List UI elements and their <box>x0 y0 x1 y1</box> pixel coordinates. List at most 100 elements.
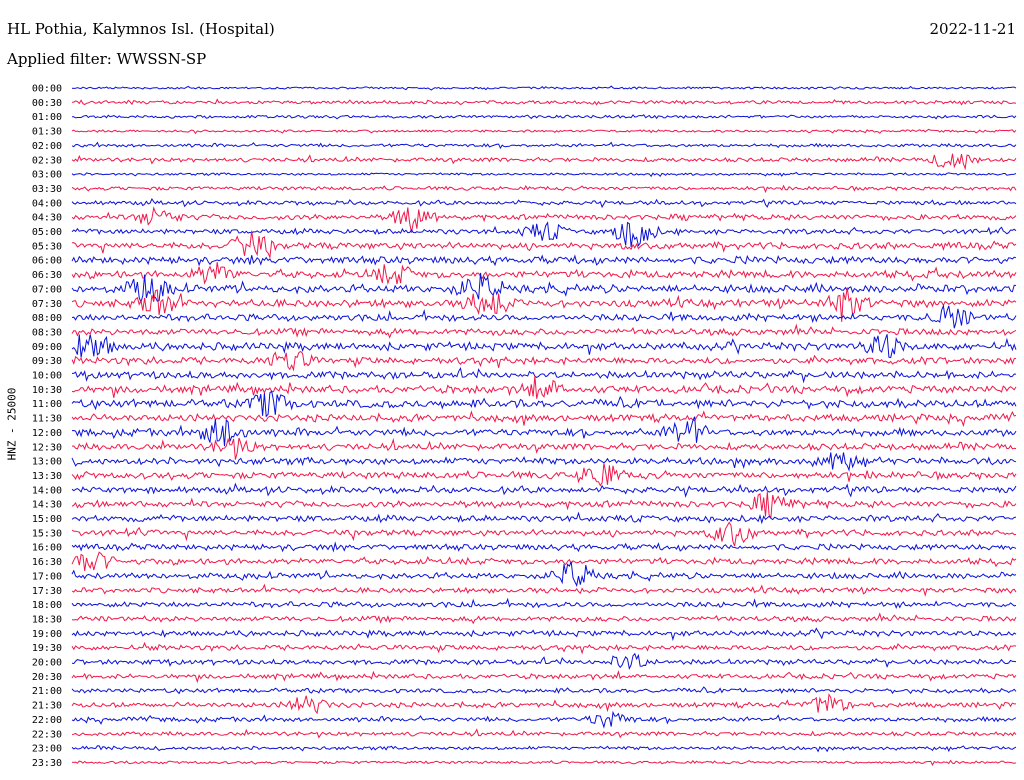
trace-row-2130 <box>71 693 1016 715</box>
trace-row-0930 <box>71 350 1017 372</box>
time-label: 19:30 <box>32 643 62 654</box>
trace-row-2000 <box>71 652 1017 671</box>
trace-row-1230 <box>71 437 1017 460</box>
time-label: 01:00 <box>32 112 62 123</box>
trace-row-0500 <box>71 221 1017 247</box>
time-label: 10:00 <box>32 371 62 382</box>
time-label: 00:30 <box>32 98 62 109</box>
time-label: 03:00 <box>32 170 62 181</box>
time-label: 09:00 <box>32 342 62 353</box>
time-label: 17:00 <box>32 571 62 582</box>
trace-row-1530 <box>71 521 1017 547</box>
time-label: 21:30 <box>32 701 62 712</box>
trace-row-0430 <box>71 206 1017 233</box>
time-label: 05:30 <box>32 241 62 252</box>
time-label: 02:00 <box>32 141 62 152</box>
time-label: 16:00 <box>32 543 62 554</box>
time-label: 13:30 <box>32 471 62 482</box>
time-label: 08:00 <box>32 313 62 324</box>
time-label: 12:30 <box>32 442 62 453</box>
station-title: HL Pothia, Kalymnos Isl. (Hospital) <box>7 20 275 38</box>
trace-row-2100 <box>71 686 1017 695</box>
time-label: 22:00 <box>32 715 62 726</box>
time-label: 20:30 <box>32 672 62 683</box>
time-label: 17:30 <box>32 586 62 597</box>
time-label: 23:00 <box>32 744 62 755</box>
trace-row-0300 <box>71 171 1017 178</box>
trace-row-1400 <box>71 482 1017 498</box>
trace-row-1930 <box>71 641 1017 655</box>
trace-row-1600 <box>71 541 1017 553</box>
time-label: 15:30 <box>32 528 62 539</box>
trace-row-2200 <box>71 710 1017 729</box>
time-label: 11:30 <box>32 414 62 425</box>
time-label: 11:00 <box>32 399 62 410</box>
trace-row-1700 <box>71 561 1017 588</box>
trace-row-2030 <box>71 670 1017 684</box>
trace-row-0730 <box>71 287 1017 322</box>
trace-row-0230 <box>71 153 1017 171</box>
trace-row-0900 <box>71 334 1017 359</box>
time-label: 04:00 <box>32 198 62 209</box>
time-label: 18:00 <box>32 600 62 611</box>
trace-row-1200 <box>71 416 1017 447</box>
time-label: 10:30 <box>32 385 62 396</box>
time-label: 20:00 <box>32 658 62 669</box>
time-label: 06:30 <box>32 270 62 281</box>
time-label: 02:30 <box>32 155 62 166</box>
time-label: 18:30 <box>32 614 62 625</box>
trace-row-0100 <box>72 114 1017 120</box>
trace-row-0830 <box>71 323 1017 339</box>
time-label: 22:30 <box>32 729 62 740</box>
time-label: 14:00 <box>32 485 62 496</box>
trace-row-0530 <box>72 230 1017 260</box>
trace-row-0200 <box>71 141 1017 150</box>
trace-row-2230 <box>71 728 1017 739</box>
time-label: 16:30 <box>32 557 62 568</box>
trace-row-0400 <box>71 197 1017 209</box>
filter-label: Applied filter: WWSSN-SP <box>7 50 207 68</box>
time-label: 03:30 <box>32 184 62 195</box>
trace-row-0330 <box>71 184 1017 194</box>
trace-row-0130 <box>71 128 1017 135</box>
time-label: 05:00 <box>32 227 62 238</box>
time-label: 12:00 <box>32 428 62 439</box>
date-label: 2022-11-21 <box>929 20 1016 38</box>
trace-row-1130 <box>71 410 1017 428</box>
trace-row-1030 <box>71 375 1017 399</box>
trace-row-0000 <box>71 85 1017 91</box>
trace-row-1800 <box>71 597 1017 610</box>
time-label: 21:00 <box>32 686 62 697</box>
trace-row-1630 <box>71 551 1017 572</box>
trace-row-1730 <box>71 583 1017 597</box>
trace-row-0030 <box>71 98 1017 106</box>
time-label: 13:00 <box>32 457 62 468</box>
time-label: 07:00 <box>32 284 62 295</box>
time-label: 14:30 <box>32 500 62 511</box>
trace-row-0700 <box>71 272 1017 304</box>
trace-row-1300 <box>71 452 1017 472</box>
time-label: 06:00 <box>32 256 62 267</box>
trace-row-1430 <box>71 491 1017 520</box>
time-label: 00:00 <box>32 84 62 95</box>
time-label: 04:30 <box>32 213 62 224</box>
trace-row-0630 <box>71 262 1017 286</box>
trace-row-1100 <box>71 390 1017 418</box>
trace-row-2300 <box>71 745 1017 753</box>
trace-row-1900 <box>71 627 1017 642</box>
trace-row-1330 <box>71 463 1017 487</box>
trace-row-1500 <box>71 511 1017 525</box>
time-label: 15:00 <box>32 514 62 525</box>
trace-row-0600 <box>71 254 1017 267</box>
trace-row-2330 <box>71 759 1017 766</box>
trace-row-1000 <box>72 366 1017 384</box>
time-label: 07:30 <box>32 299 62 310</box>
time-label: 01:30 <box>32 127 62 138</box>
time-label: 23:30 <box>32 758 62 769</box>
time-label: 09:30 <box>32 356 62 367</box>
time-label: 08:30 <box>32 327 62 338</box>
time-label: 19:00 <box>32 629 62 640</box>
trace-row-0800 <box>71 304 1017 329</box>
trace-row-1830 <box>71 612 1017 625</box>
